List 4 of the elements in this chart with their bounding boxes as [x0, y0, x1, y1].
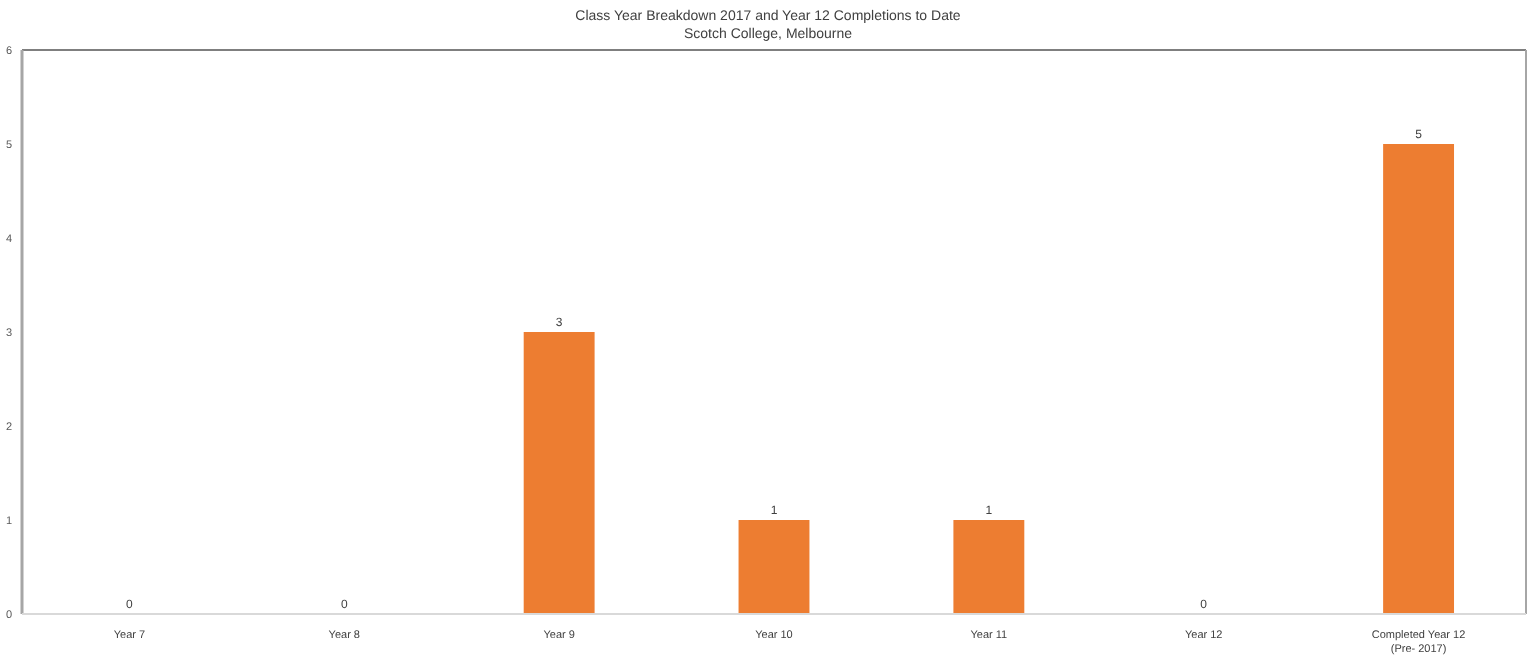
bar — [953, 520, 1025, 614]
bar — [1383, 144, 1455, 614]
bar — [738, 520, 810, 614]
bar — [523, 332, 595, 614]
